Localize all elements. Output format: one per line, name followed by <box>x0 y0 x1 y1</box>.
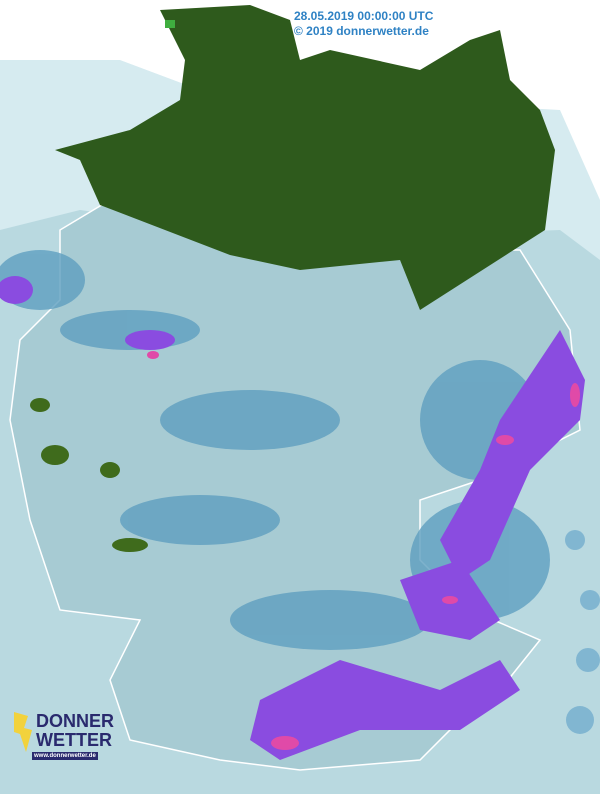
timestamp: 28.05.2019 00:00:00 UTC <box>294 9 434 23</box>
copyright: © 2019 donnerwetter.de <box>294 24 429 38</box>
island-marker <box>165 20 175 28</box>
logo-url: www.donnerwetter.de <box>32 752 98 760</box>
donnerwetter-logo: DONNER WETTER www.donnerwetter.de <box>10 710 114 762</box>
logo-line2: WETTER <box>36 730 112 750</box>
precipitation-extreme <box>147 351 580 750</box>
no-data-land-north <box>55 5 555 310</box>
timestamp-overlay: 28.05.2019 00:00:00 UTC © 2019 donnerwet… <box>294 9 433 39</box>
lightning-bolt-icon <box>14 712 32 752</box>
outer-radar-rings <box>565 530 600 734</box>
no-data-patches-west <box>30 398 148 552</box>
logo-line1: DONNER <box>36 711 115 731</box>
